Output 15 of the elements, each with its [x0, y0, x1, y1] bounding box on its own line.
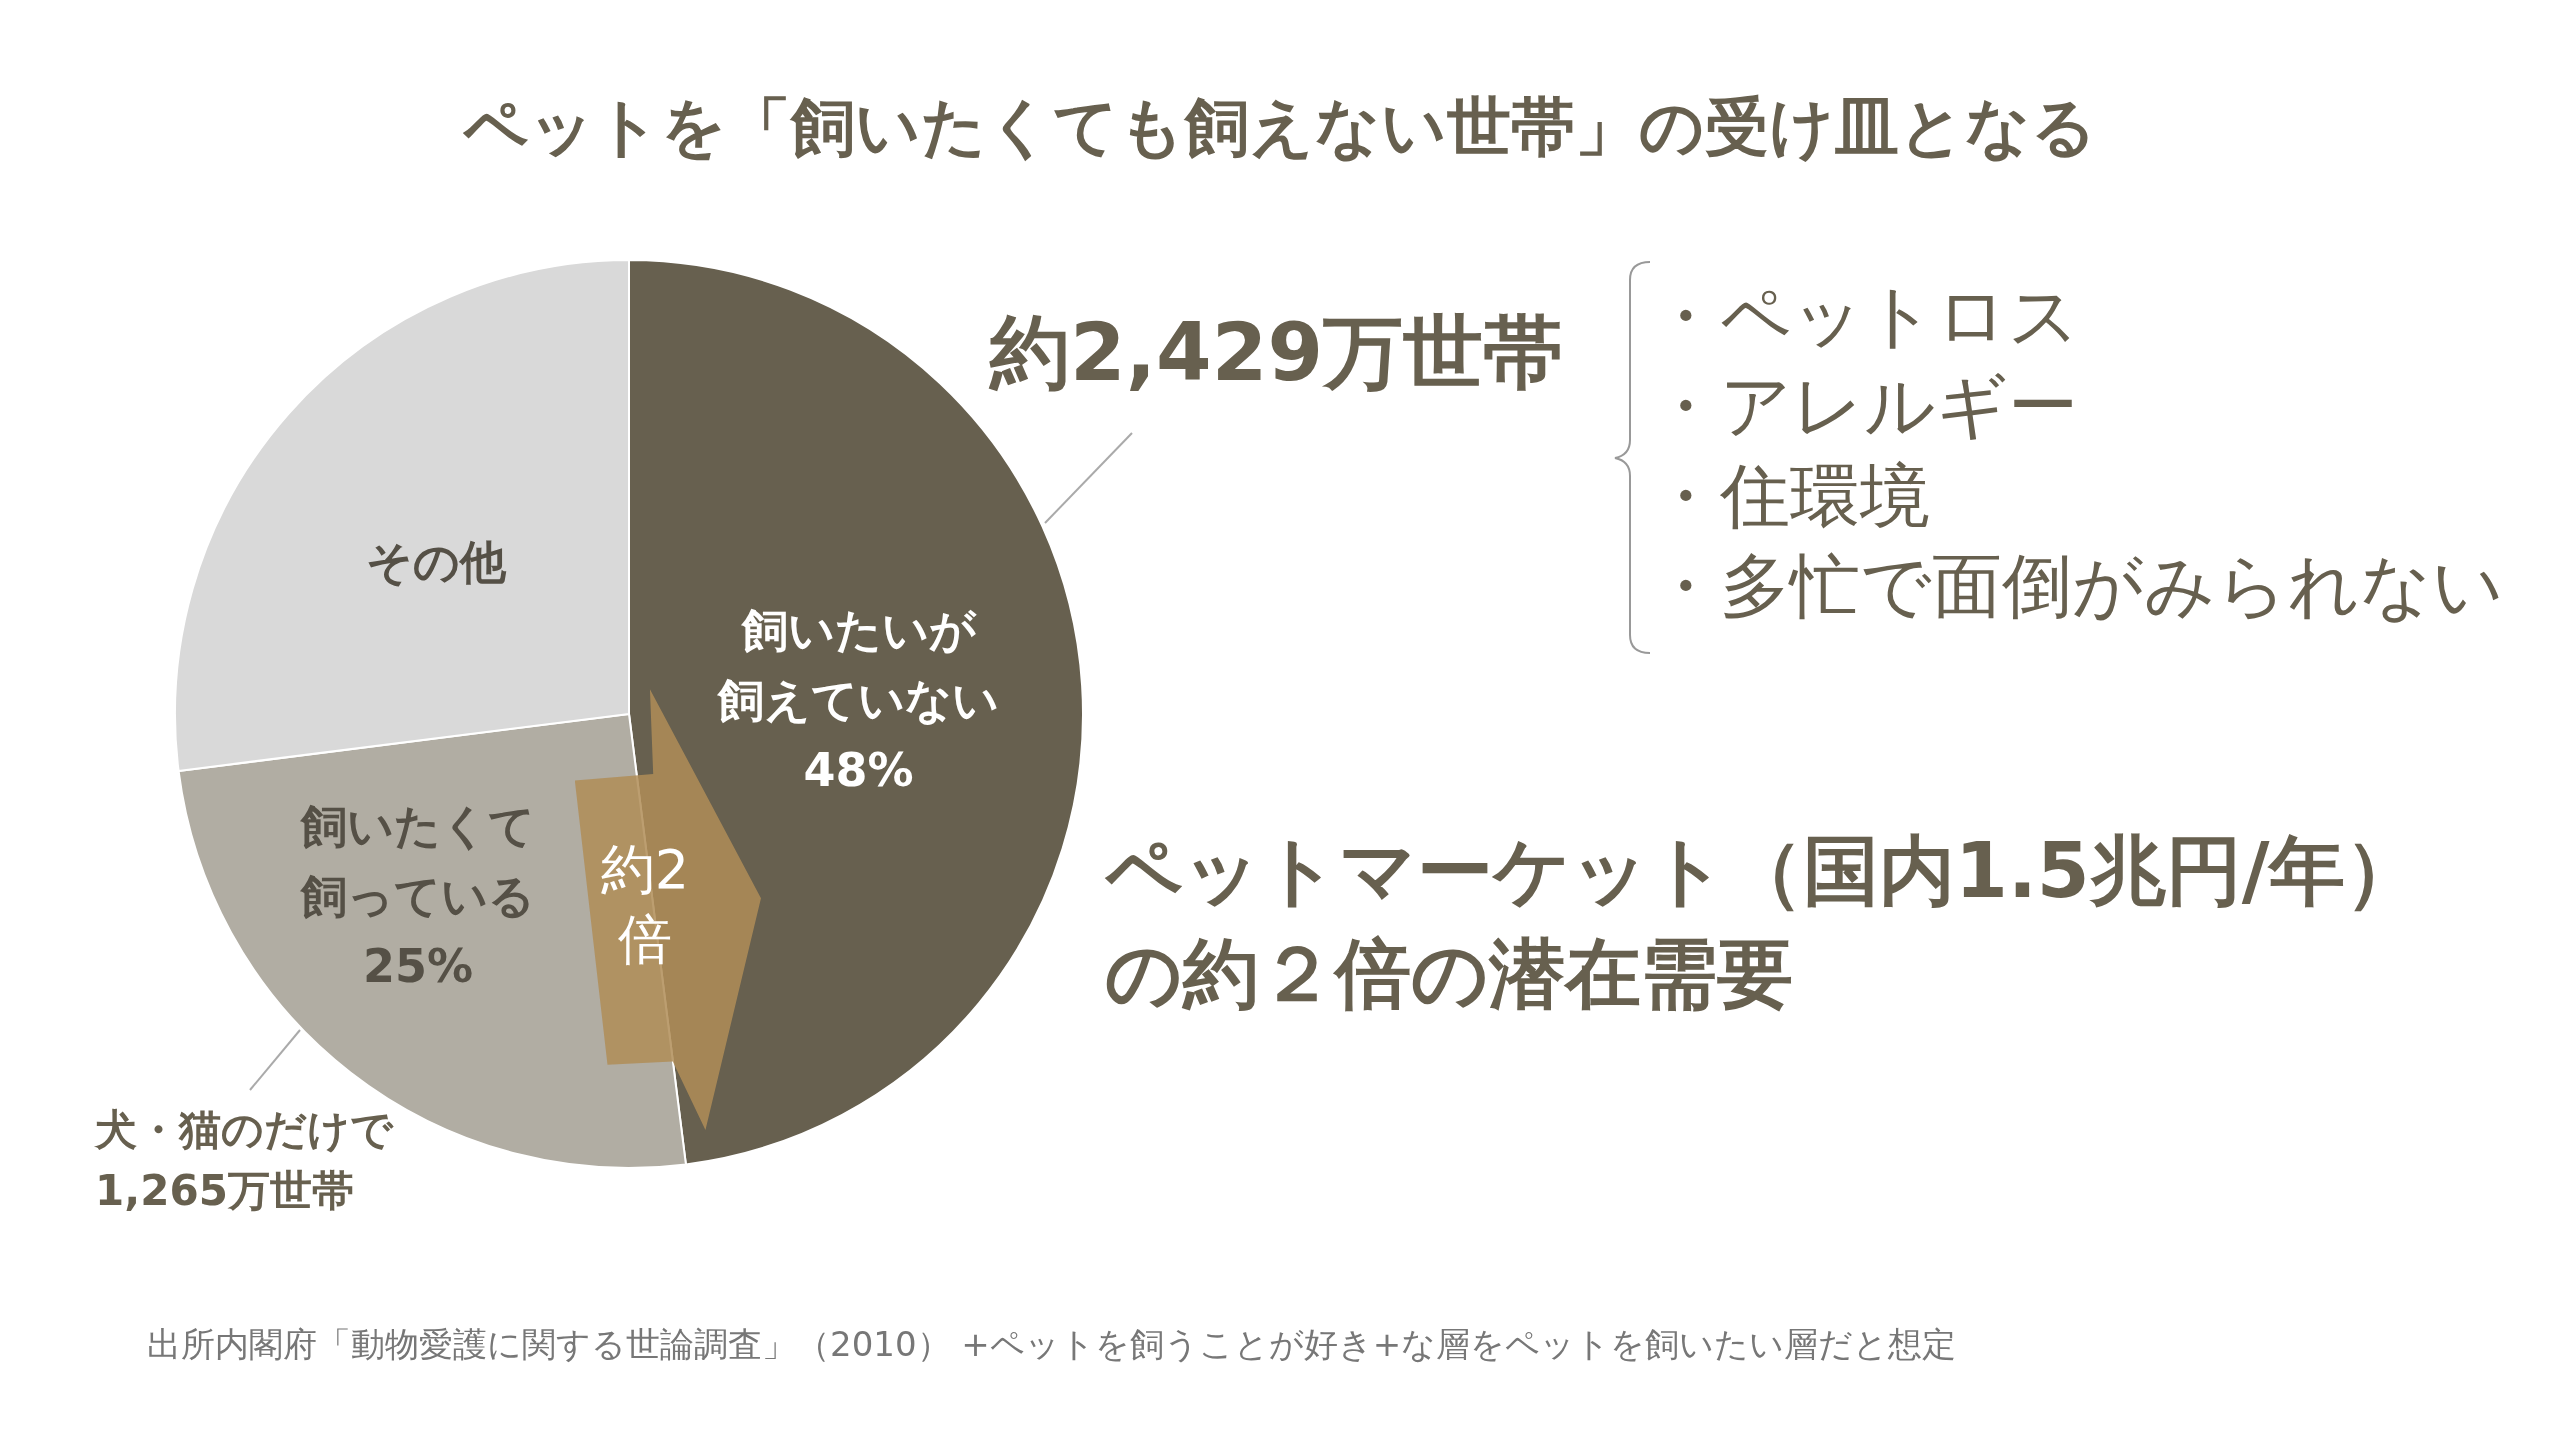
- data-label: 48%: [803, 742, 914, 797]
- text: ペットを「飼いたくても飼えない世帯」の受け皿となる: [462, 90, 2097, 164]
- text: ・ペットロス: [1650, 274, 2080, 359]
- text: ・住環境: [1650, 454, 1930, 539]
- text: 犬・猫のだけで 1,265万世帯: [95, 1104, 393, 1217]
- text: ペットマーケット（国内1.5兆円/年）の約２倍の潜在需要: [1105, 825, 2423, 1020]
- text: 出所内閣府「動物愛護に関する世論調査」（2010） +ペットを飼うことが好き+な層をペットを飼いたい層だと想定: [147, 1323, 1957, 1366]
- slice-label: 飼いたくて飼っている: [299, 798, 536, 923]
- data-label: 25%: [362, 938, 474, 993]
- text: 約2倍: [599, 837, 691, 974]
- slice-label: 飼いたいが飼えていない: [716, 602, 1000, 727]
- text: 約2,429万世帯: [990, 305, 1564, 401]
- text: ・アレルギー: [1650, 364, 2078, 449]
- slice-label: その他: [366, 534, 508, 589]
- text: ・多忙で面倒がみられない: [1650, 544, 2504, 629]
